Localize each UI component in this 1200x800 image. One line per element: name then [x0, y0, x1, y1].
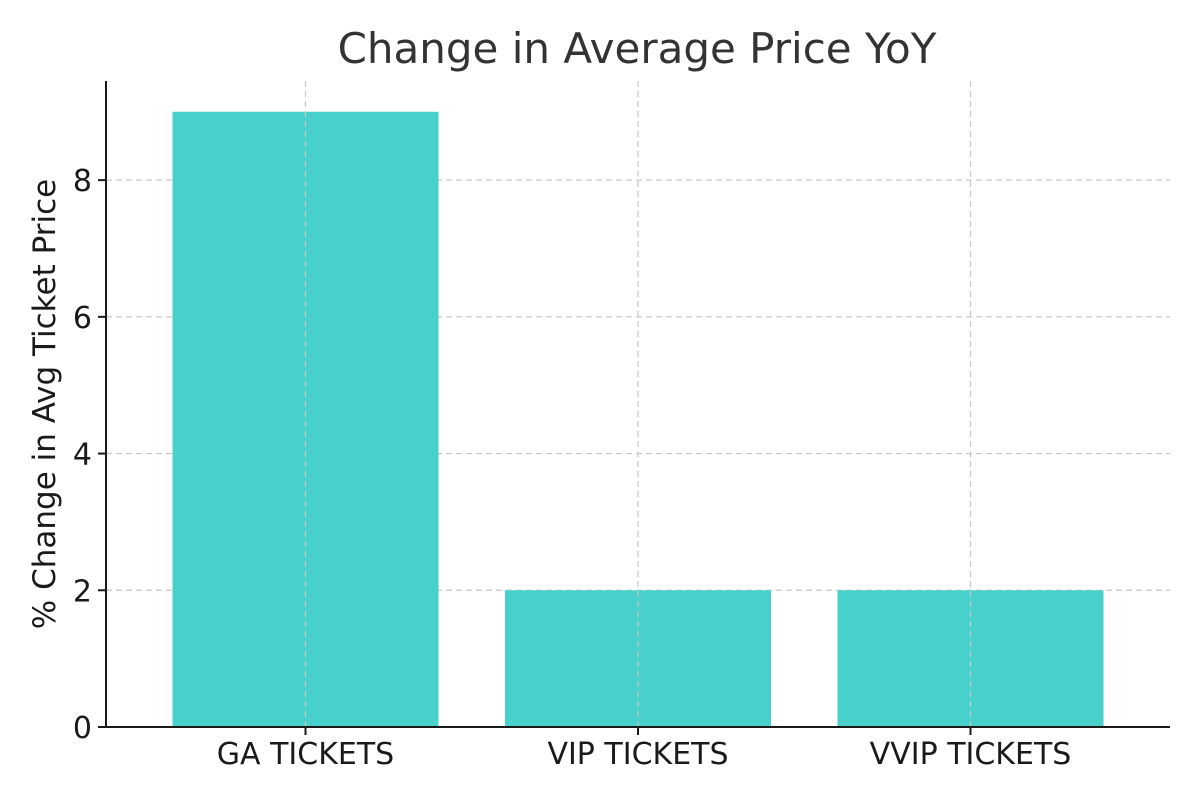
axes	[98, 81, 1170, 735]
tick-labels: 0 2 4 6 8 GA TICKETS VIP TICKETS VVIP TICKETS	[73, 164, 1071, 772]
bars	[172, 81, 1104, 727]
chart-title: Change in Average Price YoY	[338, 24, 937, 73]
y-tick-label: 8	[73, 164, 92, 199]
y-axis-label: % Change in Avg Ticket Price	[27, 179, 63, 629]
y-tick-label: 0	[73, 711, 92, 746]
x-tick-label: VVIP TICKETS	[870, 737, 1072, 772]
y-tick-label: 2	[73, 574, 92, 609]
y-tick-label: 6	[73, 301, 92, 336]
y-tick-label: 4	[73, 438, 92, 473]
x-tick-label: VIP TICKETS	[547, 737, 728, 772]
x-tick-label: GA TICKETS	[217, 737, 394, 772]
